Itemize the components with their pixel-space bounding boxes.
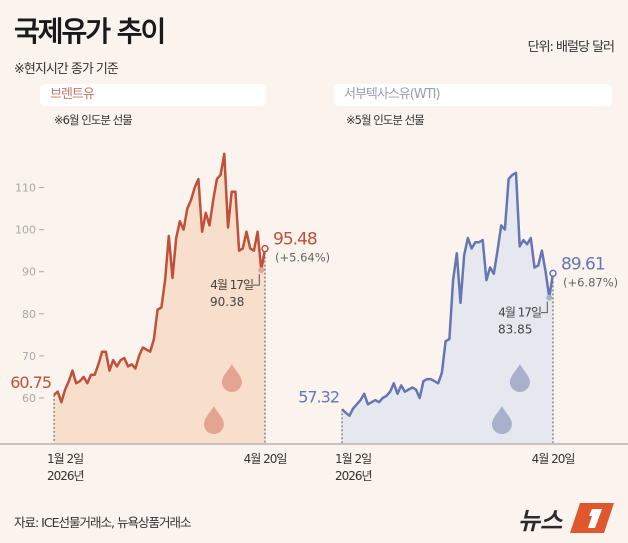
unit-label: 단위: 배럴당 달러 — [527, 40, 615, 55]
end-point — [261, 244, 269, 253]
page-title: 국제유가 추이 — [14, 15, 166, 48]
prev-callout-line — [541, 301, 548, 314]
end-value-label: 95.48 — [273, 230, 317, 250]
wti-title: 서부텍사스유(WTI) — [334, 84, 612, 106]
prev-date-label: 4월 17일 — [498, 306, 541, 320]
brent-title: 브렌트유 — [40, 84, 266, 106]
wti-subtitle: ※5월 인도분 선물 — [346, 113, 425, 127]
oil-drop-icon — [491, 406, 512, 434]
price-line — [341, 171, 555, 417]
prev-point — [258, 267, 265, 274]
x-end-label: 4월 20일 — [532, 452, 575, 466]
logo-text: 뉴스 — [518, 507, 563, 535]
price-line — [53, 152, 267, 404]
y-tick-label: 80 — [22, 308, 36, 321]
end-value-label: 89.61 — [561, 254, 605, 274]
area-fill — [342, 172, 553, 445]
basis-note: ※현지시간 종가 기준 — [14, 62, 119, 77]
x-start-year-label: 2026년 — [335, 469, 372, 483]
news1-logo: 뉴스 — [518, 503, 614, 535]
prev-date-label: 4월 17일 — [210, 278, 253, 292]
wti-chart: 57.32 89.61(+6.87%) 4월 17일 83.85 1월 2일 2026년 4… — [298, 171, 618, 483]
source-note: 자료: ICE선물거래소, 뉴욕상품거래소 — [14, 515, 191, 530]
y-tick-label: 90 — [22, 266, 36, 279]
prev-point — [546, 294, 553, 301]
oil-drop-icon — [509, 364, 530, 392]
x-start-year-label: 2026년 — [47, 469, 84, 483]
y-tick-label: 110 — [15, 182, 36, 195]
y-tick-label: 100 — [15, 224, 36, 237]
y-tick-label: 70 — [22, 350, 36, 363]
end-change-label: (+6.87%) — [563, 275, 618, 289]
x-start-label: 1월 2일 — [335, 452, 371, 466]
oil-drop-icon — [203, 406, 224, 434]
area-fill — [54, 153, 265, 445]
prev-callout-line — [253, 274, 260, 286]
end-point — [549, 269, 557, 278]
x-start-label: 1월 2일 — [47, 452, 83, 466]
start-value-label: 57.32 — [298, 387, 339, 406]
prev-value-label: 83.85 — [498, 323, 532, 337]
brent-subtitle: ※6월 인도분 선물 — [54, 113, 133, 127]
brent-chart: 60.75 95.48(+5.64%) 4월 17일 90.38 1월 2일 2026년 4… — [10, 152, 330, 483]
prev-value-label: 90.38 — [210, 295, 244, 309]
start-value-label: 60.75 — [10, 373, 51, 392]
end-change-label: (+5.64%) — [275, 251, 330, 265]
y-tick-label: 60 — [22, 392, 36, 405]
x-end-label: 4월 20일 — [244, 452, 287, 466]
y-axis: 60 70 80 90 100 110 — [15, 182, 44, 405]
oil-drop-icon — [221, 364, 242, 392]
